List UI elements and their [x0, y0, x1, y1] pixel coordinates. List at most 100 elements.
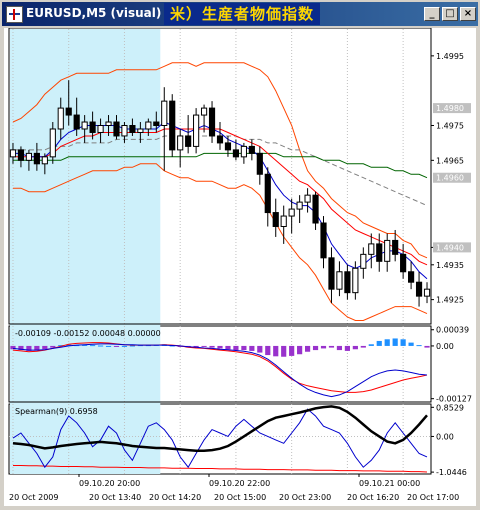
- candle-body[interactable]: [352, 267, 359, 294]
- candle-body[interactable]: [145, 121, 152, 130]
- macd-histogram-bar: [129, 345, 136, 347]
- macd-histogram-bar: [416, 345, 422, 347]
- candle-body[interactable]: [224, 142, 232, 151]
- candle-body[interactable]: [240, 145, 247, 158]
- candle-body[interactable]: [344, 271, 351, 294]
- candle-body[interactable]: [320, 222, 327, 259]
- macd-histogram-bar: [209, 345, 215, 348]
- window-title: EURUSD,M5 (visual): [26, 6, 162, 20]
- macd-histogram-bar: [177, 345, 183, 347]
- candle-body[interactable]: [200, 107, 208, 116]
- title-banner: 米）生産者物価指数: [164, 3, 321, 25]
- macd-histogram-bar: [66, 344, 72, 346]
- time-label: 09.10.20 20:00: [79, 479, 140, 488]
- candle-body[interactable]: [336, 271, 343, 290]
- candle-body[interactable]: [423, 288, 431, 297]
- candle-body[interactable]: [113, 121, 120, 137]
- macd-histogram-bar: [58, 345, 64, 347]
- candle-body[interactable]: [328, 257, 335, 290]
- macd-histogram-bar: [193, 345, 199, 348]
- candle-body[interactable]: [97, 125, 104, 133]
- bollinger-lower-line: [13, 163, 428, 321]
- candle-body[interactable]: [33, 152, 40, 165]
- candle-body[interactable]: [408, 271, 415, 283]
- macd-histogram-bar: [281, 345, 287, 357]
- spearman-label: Spearman(9) 0.6958: [15, 407, 98, 416]
- spearman-thin-line: [12, 408, 428, 469]
- candle-body[interactable]: [280, 215, 287, 227]
- macd-histogram-bar: [169, 345, 175, 347]
- candle-body[interactable]: [208, 107, 216, 137]
- macd-histogram-bar: [424, 345, 430, 348]
- candle-body[interactable]: [256, 152, 263, 175]
- candle-body[interactable]: [153, 121, 160, 127]
- chart-area[interactable]: 1.4995 1.4975 1.4965 1.4940 1.4935 1.4925 1.49…: [4, 28, 476, 506]
- candle-body[interactable]: [41, 156, 48, 165]
- candle-body[interactable]: [89, 121, 96, 133]
- candle-body[interactable]: [169, 100, 176, 151]
- macd-histogram-bar: [368, 344, 374, 346]
- candle-body[interactable]: [288, 208, 295, 217]
- macd-tick-label: -0.00127: [436, 395, 472, 404]
- maximize-button[interactable]: □: [442, 7, 458, 21]
- macd-histogram-bar: [352, 345, 358, 350]
- spearman-bold-line: [12, 405, 428, 453]
- candle-body[interactable]: [57, 107, 64, 130]
- candle-body[interactable]: [121, 125, 128, 137]
- candle-body[interactable]: [264, 173, 271, 214]
- candle-body[interactable]: [216, 135, 224, 144]
- macd-histogram-bar: [50, 345, 56, 348]
- candle-body[interactable]: [49, 128, 56, 158]
- candle-body[interactable]: [185, 135, 192, 147]
- price-label: 1.4975: [436, 122, 464, 131]
- candle-body[interactable]: [193, 114, 200, 147]
- candle-body[interactable]: [400, 253, 407, 273]
- macd-histogram-bar: [384, 339, 390, 346]
- time-label: 09.10.20 22:00: [209, 479, 270, 488]
- macd-signal-line-red: [12, 342, 428, 393]
- candle-body[interactable]: [304, 194, 311, 203]
- candle-body[interactable]: [296, 201, 303, 210]
- minimize-button[interactable]: _: [424, 7, 440, 21]
- macd-histogram-bar: [304, 345, 311, 352]
- price-marker-box: [433, 103, 471, 114]
- candle-body[interactable]: [272, 212, 279, 227]
- price-marker-label: 1.4960: [436, 174, 464, 183]
- candle-body[interactable]: [376, 243, 383, 262]
- bollinger-upper-line: [12, 62, 428, 259]
- candle-body[interactable]: [312, 194, 319, 224]
- candle-body[interactable]: [368, 243, 375, 255]
- candle-body[interactable]: [65, 107, 72, 116]
- candle-body[interactable]: [9, 149, 17, 158]
- candle-body[interactable]: [137, 128, 144, 133]
- candle-body[interactable]: [384, 239, 391, 262]
- macd-histogram-bar: [392, 338, 398, 346]
- date-label: 20 Oct 23:00: [279, 493, 331, 502]
- candle-body[interactable]: [177, 135, 184, 151]
- candle-body[interactable]: [129, 125, 136, 133]
- candle-body[interactable]: [105, 121, 112, 127]
- macd-histogram-bar: [137, 345, 143, 347]
- candle-body[interactable]: [392, 239, 399, 255]
- macd-histogram-bar: [217, 345, 223, 349]
- candle-body[interactable]: [360, 253, 367, 269]
- date-label: 20 Oct 2009: [9, 493, 58, 502]
- candle-body[interactable]: [17, 149, 25, 161]
- candle-body[interactable]: [415, 281, 423, 297]
- title-bar[interactable]: EURUSD,M5 (visual) 米）生産者物価指数 _ □ ×: [2, 2, 478, 26]
- candle-body[interactable]: [73, 114, 80, 130]
- candle-body[interactable]: [248, 145, 255, 154]
- macd-histogram-bar: [90, 345, 96, 347]
- macd-histogram-bar: [10, 345, 16, 350]
- price-marker-box: [433, 172, 471, 183]
- close-button[interactable]: ×: [460, 7, 476, 21]
- candle-body[interactable]: [161, 100, 168, 127]
- candle-body[interactable]: [25, 152, 32, 161]
- date-label: 20 Oct 13:40: [89, 493, 141, 502]
- candle-body[interactable]: [232, 149, 240, 158]
- spearman-tick-label: 0.8529: [436, 403, 464, 412]
- spearman-red-line: [13, 465, 428, 473]
- chart-svg[interactable]: 1.4995 1.4975 1.4965 1.4940 1.4935 1.4925 1.49…: [4, 28, 476, 506]
- candle-body[interactable]: [81, 121, 88, 130]
- macd-tick-label: 0.00: [436, 342, 454, 351]
